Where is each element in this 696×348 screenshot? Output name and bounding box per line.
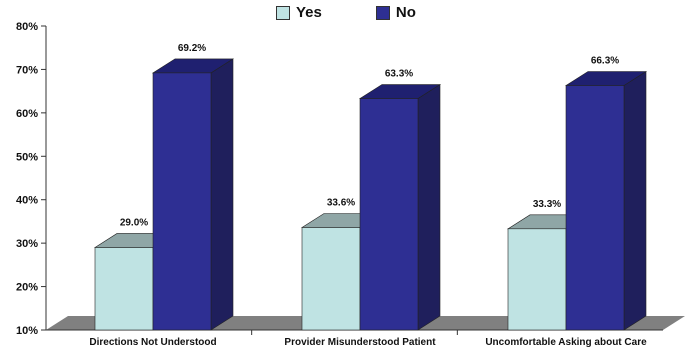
data-label-yes-3: 33.3%	[533, 199, 561, 210]
y-tick-label: 60%	[16, 108, 38, 120]
labels: 29.0% 69.2% Directions Not Understood 33.6%…	[89, 43, 647, 348]
bar-no-1	[152, 72, 212, 331]
bar-side-no-2	[417, 83, 441, 331]
data-label-no-3: 66.3%	[591, 55, 619, 66]
bar-yes-2	[301, 227, 361, 331]
x-category-label-3: Uncomfortable Asking about Care	[485, 337, 647, 348]
bar-yes-1	[94, 247, 154, 331]
y-tick-label: 20%	[16, 282, 38, 294]
bar-no-2	[359, 98, 419, 331]
legend-label-no: No	[395, 4, 416, 21]
data-label-yes-1: 29.0%	[120, 217, 148, 228]
legend-swatch-yes	[276, 5, 290, 20]
x-category-label-2: Provider Misunderstood Patient	[284, 337, 436, 348]
bar-no-3	[565, 85, 625, 331]
legend: Yes No	[276, 4, 460, 21]
y-tick-label: 40%	[16, 195, 38, 207]
x-category-label-1: Directions Not Understood	[89, 337, 216, 348]
bar-yes-3	[507, 228, 567, 331]
legend-swatch-no	[375, 5, 390, 20]
y-tick-label: 50%	[16, 151, 38, 163]
y-tick-label: 70%	[16, 64, 38, 76]
legend-item-no: No	[375, 4, 416, 21]
data-label-no-2: 63.3%	[385, 69, 413, 80]
y-tick-label: 10%	[16, 325, 38, 337]
bar-side-no-1	[210, 58, 234, 331]
legend-item-yes: Yes	[276, 4, 322, 21]
legend-label-yes: Yes	[296, 4, 322, 21]
bars	[93, 58, 648, 331]
y-tick-label: 30%	[16, 238, 38, 250]
data-label-yes-2: 33.6%	[327, 198, 355, 209]
y-tick-label: 80%	[16, 21, 38, 33]
bar-side-no-3	[623, 70, 647, 331]
data-label-no-1: 69.2%	[178, 43, 206, 54]
